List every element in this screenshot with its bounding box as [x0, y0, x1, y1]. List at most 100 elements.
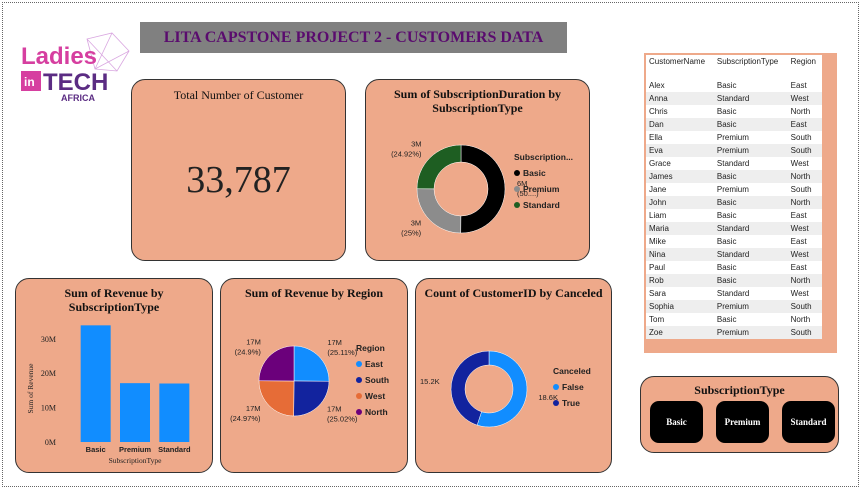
table-row: Zoe Premium South [646, 326, 822, 339]
slicer-button[interactable]: Standard [782, 401, 835, 443]
slice [450, 350, 490, 426]
legend-marker [356, 361, 362, 367]
table-cell: Basic [716, 211, 737, 220]
y-axis-label: Sum of Revenue [26, 363, 35, 414]
data-label-percent: (25.11%) [327, 348, 357, 357]
slice [460, 144, 506, 234]
y-tick-label: 30M [41, 335, 56, 344]
legend-label: Standard [523, 200, 560, 210]
table-row: Alex Basic East [646, 79, 822, 92]
logo-main: TECH [43, 69, 108, 96]
table-row: Chris Basic North [646, 105, 822, 118]
legend-marker [356, 393, 362, 399]
table-row: Sophia Premium South [646, 300, 822, 313]
table-cell: North [787, 196, 822, 209]
table-cell: South [787, 300, 822, 313]
table-cell: Liam [649, 211, 667, 220]
table-cell: West [790, 289, 809, 298]
table-cell: Basic [716, 81, 737, 90]
chart-panel: 0M 10M 20M 30M Basic Premium Standard Subscript… [15, 278, 213, 473]
table-cell: Nina [646, 248, 714, 261]
table-cell: Premium [713, 144, 788, 157]
slice [293, 380, 330, 417]
table-cell: Basic [716, 263, 737, 272]
table-cell: Tom [649, 315, 665, 324]
slicer-title: SubscriptionType [694, 383, 785, 397]
table-cell: Basic [716, 107, 737, 116]
data-label: 6M [517, 179, 527, 188]
table: CustomerName SubscriptionType Region Alex Ba… [646, 55, 822, 339]
table-cell: South [787, 326, 822, 339]
data-label: 17M [246, 338, 261, 347]
card-title: Total Number of Customer [173, 88, 304, 102]
table-cell: Grace [649, 159, 671, 168]
table-cell: John [646, 196, 714, 209]
data-label: 15.2K [420, 377, 440, 386]
table-cell: East [790, 237, 807, 246]
data-label: 3M [411, 139, 421, 148]
slice [258, 380, 295, 417]
legend-marker [514, 170, 520, 176]
table-cell: Standard [716, 159, 750, 168]
table-cell: Sara [649, 289, 666, 298]
y-tick-label: 20M [41, 369, 56, 378]
table-cell: Alex [649, 81, 665, 90]
bar [80, 325, 111, 442]
column-header: SubscriptionType [716, 57, 779, 66]
x-axis-label: SubscriptionType [109, 456, 162, 465]
table-cell: Premium [716, 185, 749, 194]
legend-label: South [365, 375, 389, 385]
legend-label: True [562, 398, 580, 408]
slicer-button[interactable]: Premium [716, 401, 769, 443]
table-cell: James [646, 170, 714, 183]
chart-title: Sum of Revenue by SubscriptionType [64, 286, 164, 314]
table-cell: Standard [713, 248, 788, 261]
legend-marker [356, 409, 362, 415]
table-cell: West [787, 248, 822, 261]
data-label-percent: (25.02%) [327, 414, 358, 423]
data-label-percent: (50....) [517, 189, 539, 198]
table-cell: East [790, 81, 807, 90]
slicer-button[interactable]: Basic [650, 401, 703, 443]
legend-title: Canceled [553, 366, 591, 376]
bar [159, 383, 190, 442]
table-cell: Jane [649, 185, 667, 194]
table-row: Grace Standard West [646, 157, 822, 170]
legend-label: East [365, 359, 383, 369]
table-cell: Basic [713, 118, 788, 131]
logo-badge-box [21, 71, 41, 91]
table-row: Liam Basic East [646, 209, 822, 222]
table-row: Jane Premium South [646, 183, 822, 196]
legend-title: Region [356, 343, 385, 353]
chart-title: Sum of Revenue by Region [244, 286, 383, 300]
legend-label: False [562, 382, 584, 392]
column-header: CustomerName [649, 57, 706, 66]
table-cell: Basic [713, 274, 788, 287]
table-cell: Mike [649, 237, 666, 246]
table-row: Mike Basic East [646, 235, 822, 248]
table-cell: West [790, 159, 809, 168]
table-cell: Chris [649, 107, 668, 116]
table-row: Anna Standard West [646, 92, 822, 105]
bar [120, 383, 150, 442]
table-cell: Basic [713, 196, 788, 209]
slice [416, 144, 462, 190]
table-cell: North [790, 315, 811, 324]
table-cell: Basic [713, 170, 788, 183]
table-cell: Rob [646, 274, 714, 287]
table-row: Paul Basic East [646, 261, 822, 274]
data-label: 17M [327, 338, 342, 347]
table-cell: Maria [646, 222, 714, 235]
table-cell: Anna [646, 92, 714, 105]
table-cell: Premium [713, 326, 788, 339]
y-tick-label: 0M [45, 438, 56, 447]
table-row: John Basic North [646, 196, 822, 209]
table-cell: West [787, 92, 822, 105]
table-cell: South [787, 144, 822, 157]
header-title: LITA CAPSTONE PROJECT 2 - CUSTOMERS DATA [140, 22, 567, 53]
table-row: Maria Standard West [646, 222, 822, 235]
card-value: 33,787 [186, 159, 291, 201]
table-cell: Paul [649, 263, 666, 272]
logo: Ladies in TECH AFRICA [21, 32, 130, 103]
